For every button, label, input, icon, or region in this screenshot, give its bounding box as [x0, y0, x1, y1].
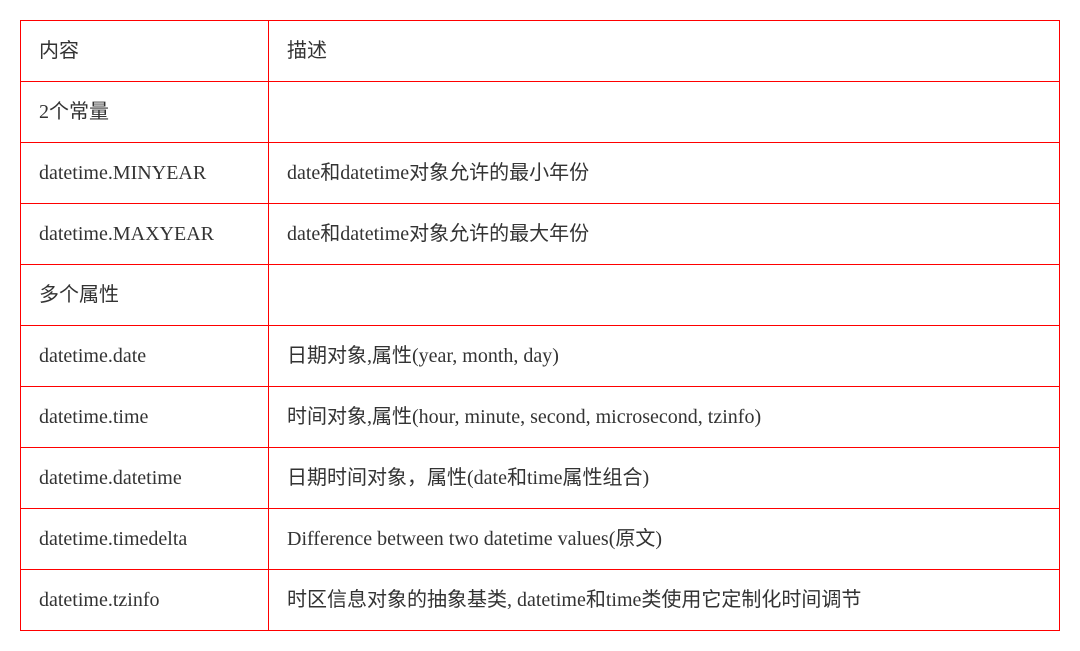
cell-description: date和datetime对象允许的最小年份 — [269, 143, 1060, 204]
cell-content: 2个常量 — [21, 82, 269, 143]
cell-content: datetime.time — [21, 387, 269, 448]
cell-content: datetime.datetime — [21, 448, 269, 509]
cell-content: 多个属性 — [21, 265, 269, 326]
cell-content: datetime.timedelta — [21, 509, 269, 570]
table-row: datetime.timedelta Difference between tw… — [21, 509, 1060, 570]
table-row: datetime.datetime 日期时间对象，属性(date和time属性组… — [21, 448, 1060, 509]
cell-content: datetime.MINYEAR — [21, 143, 269, 204]
cell-content: 内容 — [21, 21, 269, 82]
cell-description — [269, 82, 1060, 143]
cell-content: datetime.tzinfo — [21, 570, 269, 631]
table: 内容 描述 2个常量 datetime.MINYEAR date和datetim… — [20, 20, 1060, 631]
cell-description: 日期时间对象，属性(date和time属性组合) — [269, 448, 1060, 509]
cell-description: date和datetime对象允许的最大年份 — [269, 204, 1060, 265]
table-row: datetime.MAXYEAR date和datetime对象允许的最大年份 — [21, 204, 1060, 265]
table-row: datetime.time 时间对象,属性(hour, minute, seco… — [21, 387, 1060, 448]
cell-content: datetime.date — [21, 326, 269, 387]
datetime-reference-table: 内容 描述 2个常量 datetime.MINYEAR date和datetim… — [20, 20, 1060, 631]
cell-description: 日期对象,属性(year, month, day) — [269, 326, 1060, 387]
table-row: 内容 描述 — [21, 21, 1060, 82]
table-row: datetime.date 日期对象,属性(year, month, day) — [21, 326, 1060, 387]
table-row: 2个常量 — [21, 82, 1060, 143]
cell-description: Difference between two datetime values(原… — [269, 509, 1060, 570]
cell-description: 时区信息对象的抽象基类, datetime和time类使用它定制化时间调节 — [269, 570, 1060, 631]
cell-description: 时间对象,属性(hour, minute, second, microsecon… — [269, 387, 1060, 448]
table-row: datetime.tzinfo 时区信息对象的抽象基类, datetime和ti… — [21, 570, 1060, 631]
cell-description — [269, 265, 1060, 326]
table-row: datetime.MINYEAR date和datetime对象允许的最小年份 — [21, 143, 1060, 204]
cell-content: datetime.MAXYEAR — [21, 204, 269, 265]
cell-description: 描述 — [269, 21, 1060, 82]
table-row: 多个属性 — [21, 265, 1060, 326]
